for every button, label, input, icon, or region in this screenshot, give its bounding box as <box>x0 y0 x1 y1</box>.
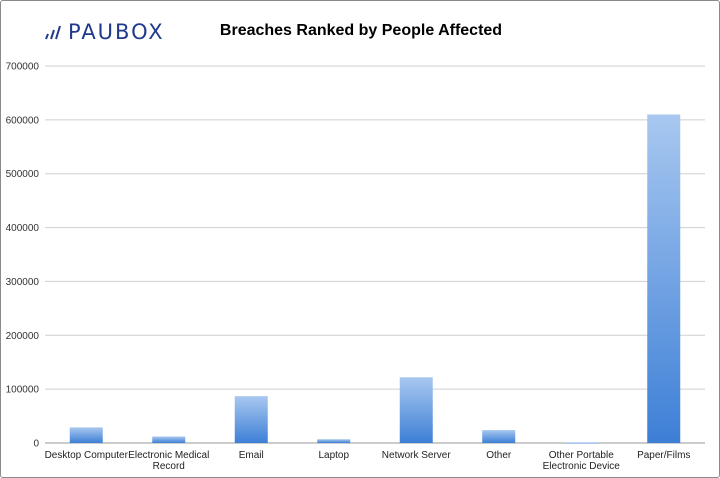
bar <box>69 427 103 443</box>
category-label: Laptop <box>318 450 349 461</box>
bar <box>234 396 268 443</box>
category-label: Email <box>239 450 264 461</box>
bar <box>482 430 516 443</box>
y-axis-ticks: 0 100000 200000 300000 400000 500000 600000 700… <box>6 62 40 450</box>
signal-bars-icon <box>45 25 61 40</box>
category-label: Record <box>153 461 185 472</box>
gridlines <box>45 65 705 444</box>
y-tick-label: 700000 <box>6 62 40 73</box>
category-label: Other Portable <box>549 450 614 461</box>
bar <box>317 439 351 443</box>
y-tick-label: 300000 <box>6 277 40 288</box>
logo: PAUBOX <box>44 19 165 45</box>
bars <box>69 114 681 444</box>
category-label: Paper/Films <box>637 450 690 461</box>
chart-title: Breaches Ranked by People Affected <box>219 22 503 39</box>
bar <box>399 377 433 443</box>
y-tick-label: 500000 <box>6 169 40 180</box>
category-label: Other <box>486 450 512 461</box>
logo-text: PAUBOX <box>68 20 165 44</box>
category-label: Electronic Device <box>543 461 621 472</box>
y-tick-label: 600000 <box>6 115 40 126</box>
bar <box>152 436 186 443</box>
bar <box>564 442 598 444</box>
category-label: Network Server <box>382 450 452 461</box>
x-axis-labels: Desktop Computer Electronic MedicalRecord… <box>45 450 691 472</box>
category-label: Electronic Medical <box>128 450 209 461</box>
y-tick-label: 400000 <box>6 223 40 234</box>
y-tick-label: 100000 <box>6 385 40 396</box>
category-label: Desktop Computer <box>45 450 129 461</box>
y-tick-label: 200000 <box>6 331 40 342</box>
y-tick-label: 0 <box>33 439 39 450</box>
bar <box>647 114 681 443</box>
